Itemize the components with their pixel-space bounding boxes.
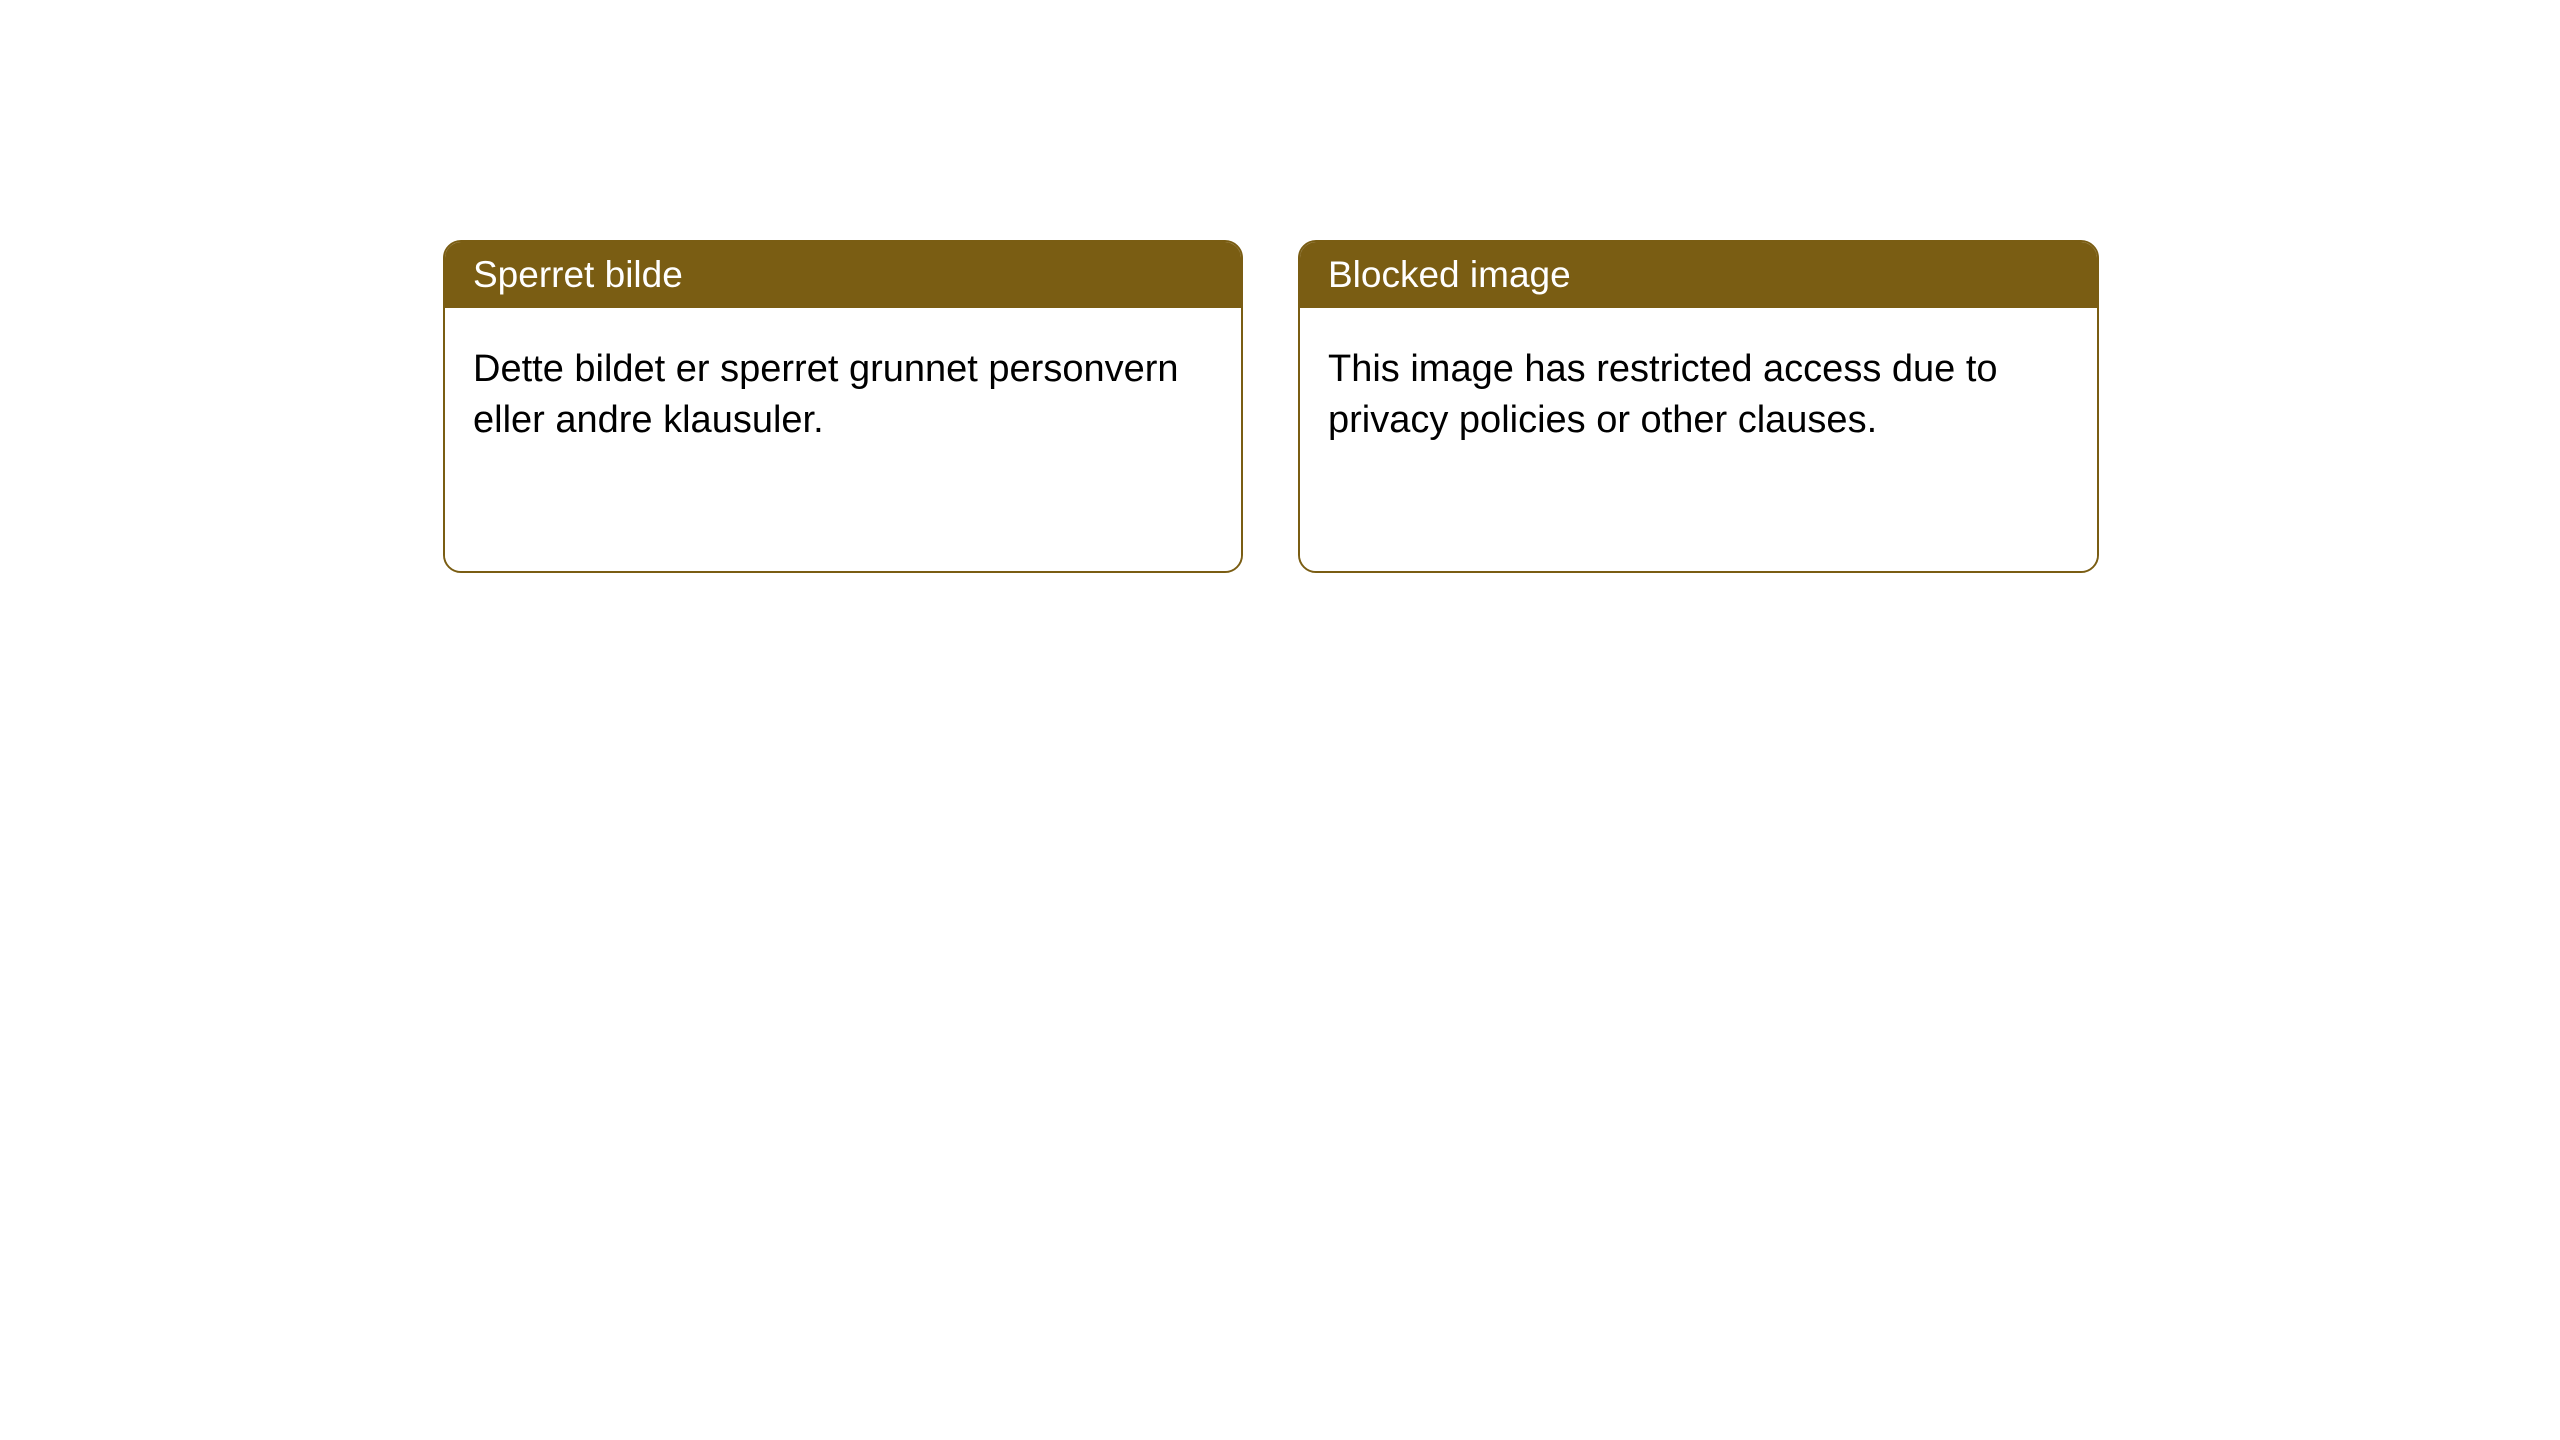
blocked-image-card-english: Blocked image This image has restricted … [1298, 240, 2099, 573]
card-header-norwegian: Sperret bilde [445, 242, 1241, 308]
card-header-english: Blocked image [1300, 242, 2097, 308]
blocked-image-card-norwegian: Sperret bilde Dette bildet er sperret gr… [443, 240, 1243, 573]
card-text-norwegian: Dette bildet er sperret grunnet personve… [473, 348, 1179, 441]
card-body-english: This image has restricted access due to … [1300, 308, 2097, 571]
card-text-english: This image has restricted access due to … [1328, 348, 1998, 441]
card-body-norwegian: Dette bildet er sperret grunnet personve… [445, 308, 1241, 571]
card-title-english: Blocked image [1328, 254, 1571, 295]
card-title-norwegian: Sperret bilde [473, 254, 683, 295]
notice-cards-container: Sperret bilde Dette bildet er sperret gr… [443, 240, 2099, 573]
